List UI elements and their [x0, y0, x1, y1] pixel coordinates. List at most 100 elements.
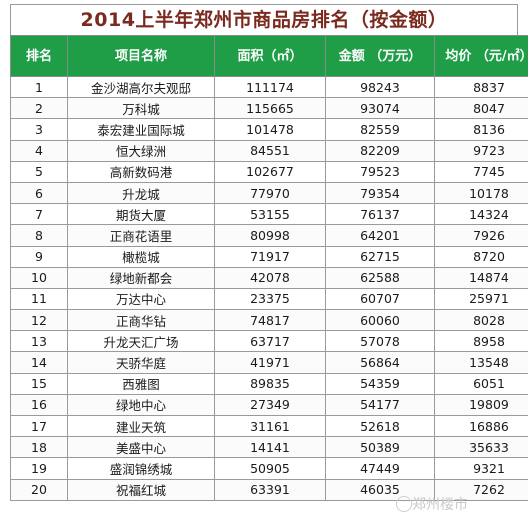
cell-rank: 7: [10, 203, 68, 226]
cell-amount: 62588: [325, 266, 435, 289]
cell-rank: 1: [10, 75, 68, 99]
cell-amount: 54359: [325, 372, 435, 395]
cell-project-name: 万达中心: [67, 287, 215, 311]
header-avg-price: 均价 （元/㎡）: [434, 35, 528, 77]
table-header-row: 排名 项目名称 面积（㎡） 金额 （万元） 均价 （元/㎡）: [10, 35, 528, 77]
cell-project-name: 绿地新都会: [67, 266, 215, 289]
cell-project-name: 建业天筑: [67, 414, 215, 438]
cell-amount: 52618: [325, 414, 435, 438]
cell-rank: 20: [10, 478, 68, 501]
table-row: 15 西雅图 89835 54359 6051: [10, 372, 528, 395]
cell-avg-price: 10178: [434, 181, 528, 205]
cell-rank: 16: [10, 393, 68, 417]
cell-amount: 54177: [325, 393, 435, 417]
cell-rank: 12: [10, 309, 68, 332]
cell-project-name: 升龙天汇广场: [67, 330, 215, 353]
table-row: 17 建业天筑 31161 52618 16886: [10, 414, 528, 438]
cell-avg-price: 8958: [434, 330, 528, 353]
cell-area: 50905: [214, 457, 326, 480]
cell-area: 14141: [214, 436, 326, 459]
cell-amount: 60060: [325, 309, 435, 332]
cell-area: 102677: [214, 160, 326, 183]
cell-rank: 15: [10, 372, 68, 395]
cell-amount: 76137: [325, 203, 435, 226]
cell-area: 115665: [214, 97, 326, 120]
cell-avg-price: 7926: [434, 224, 528, 247]
table-row: 3 泰宏建业国际城 101478 82559 8136: [10, 118, 528, 141]
cell-project-name: 高新数码港: [67, 160, 215, 183]
cell-amount: 56864: [325, 351, 435, 374]
header-project-name: 项目名称: [67, 35, 215, 77]
cell-avg-price: 8136: [434, 118, 528, 141]
cell-avg-price: 9321: [434, 457, 528, 480]
cell-avg-price: 8837: [434, 75, 528, 99]
cell-avg-price: 9723: [434, 139, 528, 162]
cell-project-name: 恒大绿洲: [67, 139, 215, 162]
table-row: 7 期货大厦 53155 76137 14324: [10, 203, 528, 226]
cell-amount: 79523: [325, 160, 435, 183]
cell-area: 63391: [214, 478, 326, 501]
cell-avg-price: 8028: [434, 309, 528, 332]
cell-avg-price: 19809: [434, 393, 528, 417]
cell-project-name: 祝福红城: [67, 478, 215, 501]
table-row: 11 万达中心 23375 60707 25971: [10, 287, 528, 311]
table-row: 20 祝福红城 63391 46035 7262: [10, 478, 528, 501]
cell-rank: 6: [10, 181, 68, 205]
watermark-icon: [396, 496, 412, 512]
cell-area: 27349: [214, 393, 326, 417]
cell-avg-price: 14324: [434, 203, 528, 226]
cell-amount: 82209: [325, 139, 435, 162]
cell-rank: 5: [10, 160, 68, 183]
cell-rank: 13: [10, 330, 68, 353]
cell-rank: 8: [10, 224, 68, 247]
cell-area: 111174: [214, 75, 326, 99]
cell-project-name: 绿地中心: [67, 393, 215, 417]
cell-rank: 17: [10, 414, 68, 438]
cell-area: 31161: [214, 414, 326, 438]
table-row: 8 正商花语里 80998 64201 7926: [10, 224, 528, 247]
cell-area: 63717: [214, 330, 326, 353]
header-area: 面积（㎡）: [214, 35, 326, 77]
cell-avg-price: 16886: [434, 414, 528, 438]
table-row: 2 万科城 115665 93074 8047: [10, 97, 528, 120]
cell-area: 80998: [214, 224, 326, 247]
cell-project-name: 盛润锦绣城: [67, 457, 215, 480]
cell-area: 71917: [214, 245, 326, 268]
cell-rank: 4: [10, 139, 68, 162]
cell-avg-price: 25971: [434, 287, 528, 311]
cell-project-name: 万科城: [67, 97, 215, 120]
cell-project-name: 天骄华庭: [67, 351, 215, 374]
watermark-text: 郑州楼市: [412, 497, 468, 513]
cell-avg-price: 14874: [434, 266, 528, 289]
cell-area: 41971: [214, 351, 326, 374]
cell-amount: 64201: [325, 224, 435, 247]
cell-area: 89835: [214, 372, 326, 395]
cell-area: 101478: [214, 118, 326, 141]
table-row: 14 天骄华庭 41971 56864 13548: [10, 351, 528, 374]
cell-project-name: 期货大厦: [67, 203, 215, 226]
cell-amount: 98243: [325, 75, 435, 99]
cell-amount: 62715: [325, 245, 435, 268]
cell-rank: 9: [10, 245, 68, 268]
cell-rank: 11: [10, 287, 68, 311]
cell-amount: 50389: [325, 436, 435, 459]
header-rank: 排名: [10, 35, 68, 77]
cell-project-name: 金沙湖高尔夫观邸: [67, 75, 215, 99]
cell-avg-price: 7262: [434, 478, 528, 501]
table-row: 18 美盛中心 14141 50389 35633: [10, 436, 528, 459]
table-row: 16 绿地中心 27349 54177 19809: [10, 393, 528, 417]
cell-amount: 57078: [325, 330, 435, 353]
cell-project-name: 泰宏建业国际城: [67, 118, 215, 141]
cell-area: 74817: [214, 309, 326, 332]
cell-project-name: 升龙城: [67, 181, 215, 205]
cell-amount: 46035: [325, 478, 435, 501]
cell-area: 53155: [214, 203, 326, 226]
cell-avg-price: 7745: [434, 160, 528, 183]
cell-avg-price: 35633: [434, 436, 528, 459]
cell-avg-price: 8720: [434, 245, 528, 268]
cell-rank: 2: [10, 97, 68, 120]
cell-area: 23375: [214, 287, 326, 311]
table-title: 2014上半年郑州市商品房排名（按金额）: [10, 4, 518, 35]
table-row: 1 金沙湖高尔夫观邸 111174 98243 8837: [10, 75, 528, 99]
table-row: 12 正商华钻 74817 60060 8028: [10, 309, 528, 332]
